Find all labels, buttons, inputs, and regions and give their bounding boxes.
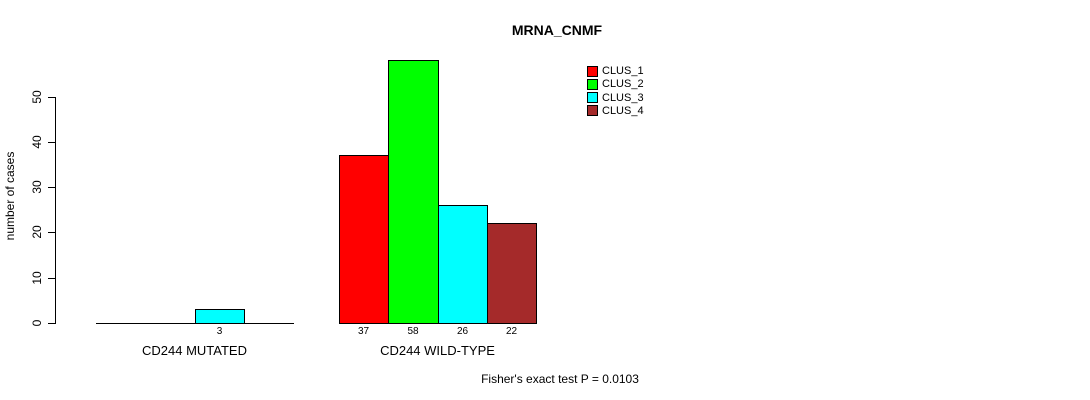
y-axis-tick-30 [48,187,55,188]
x-category-label-1: CD244 WILD-TYPE [380,343,495,358]
bar-value-label: 22 [505,326,518,337]
bar-clus_1-group-1 [339,155,389,324]
y-axis-tick-0 [48,323,55,324]
bar-value-label: 37 [357,326,370,337]
legend-item-clus_3: CLUS_3 [587,92,644,104]
legend-swatch-clus_1 [587,65,598,77]
bar-value-label: 58 [407,326,419,337]
legend-label: CLUS_1 [602,65,644,77]
legend-label: CLUS_4 [602,104,644,117]
legend-label: CLUS_3 [602,91,644,104]
chart-title: MRNA_CNMF [511,22,603,38]
y-axis-tick-20 [48,232,55,233]
y-axis-tick-10 [48,278,55,279]
legend-label: CLUS_2 [602,78,644,91]
legend-swatch-clus_2 [587,78,598,90]
y-axis-line [55,97,56,324]
bar-value-label: 26 [456,326,469,337]
bar-clus_4-group-1 [487,223,537,324]
y-tick-label-10: 10 [30,271,44,285]
y-tick-label-0: 0 [30,319,44,327]
bar-value-label: 3 [216,326,223,337]
legend-swatch-clus_4 [587,105,598,117]
legend-item-clus_4: CLUS_4 [587,105,644,117]
bar-clus_3-group-1 [438,205,488,324]
legend-swatch-clus_3 [587,92,598,104]
y-tick-label-40: 40 [30,135,44,149]
y-tick-label-20: 20 [30,225,44,239]
annotation-text: Fisher's exact test P = 0.0103 [481,372,639,386]
legend-item-clus_2: CLUS_2 [587,78,644,90]
x-category-label-0: CD244 MUTATED [142,343,247,358]
y-tick-label-30: 30 [30,180,44,194]
y-axis-tick-40 [48,142,55,143]
bar-clus_2-group-1 [388,60,439,324]
legend: CLUS_1 CLUS_2 CLUS_3 CLUS_4 [587,65,644,118]
y-tick-label-50: 50 [30,90,44,104]
bar-clus_3-group-0 [195,309,245,324]
y-axis-tick-50 [48,97,55,98]
legend-item-clus_1: CLUS_1 [587,65,644,77]
